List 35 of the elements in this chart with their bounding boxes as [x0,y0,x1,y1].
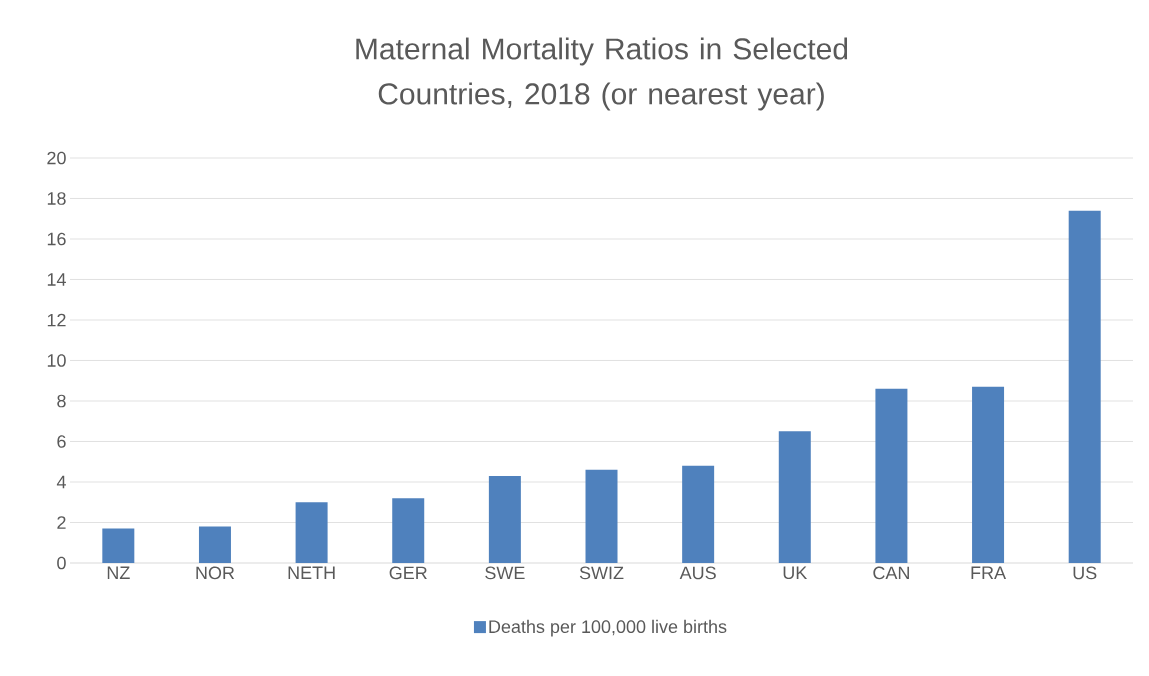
x-tick-label: CAN [873,566,909,580]
bar [585,469,618,563]
x-tick-label: AUS [679,566,716,580]
y-tick-label: 2 [57,516,66,529]
bar [972,386,1005,563]
bar [875,388,908,563]
bar [488,475,521,563]
y-tick-label: 4 [56,475,66,489]
x-tick-label: US [1073,566,1097,580]
chart-title: Maternal Mortality Ratios in Selected Countries, 2018 (or nearest year) [356,37,848,111]
y-tick-label: 6 [57,435,66,448]
y-tick-label: 8 [57,394,66,408]
bar [1068,210,1101,563]
x-tick-label: SWE [485,566,525,580]
bar [778,431,811,563]
y-tick-label: 12 [47,313,66,327]
legend-label: Deaths per 100,000 live births [489,619,727,637]
bar [102,528,135,563]
y-tick-label: 16 [47,232,66,246]
y-tick-label: 20 [47,151,66,165]
x-tick-label: NZ [107,566,130,579]
y-tick-label: 18 [47,192,66,205]
y-tick-label: 14 [47,273,66,286]
x-tick-label: UK [783,566,808,580]
x-tick-label: SWIZ [579,566,624,580]
x-tick-label: NOR [196,566,235,580]
bar [198,526,231,563]
x-tick-label: NETH [288,566,335,579]
bar [392,498,425,563]
x-tick-label: FRA [971,566,1007,579]
bar [295,502,328,563]
bar [682,465,715,563]
x-tick-label: GER [389,566,427,580]
y-tick-label: 10 [47,354,66,367]
y-tick-label: 0 [57,556,66,570]
